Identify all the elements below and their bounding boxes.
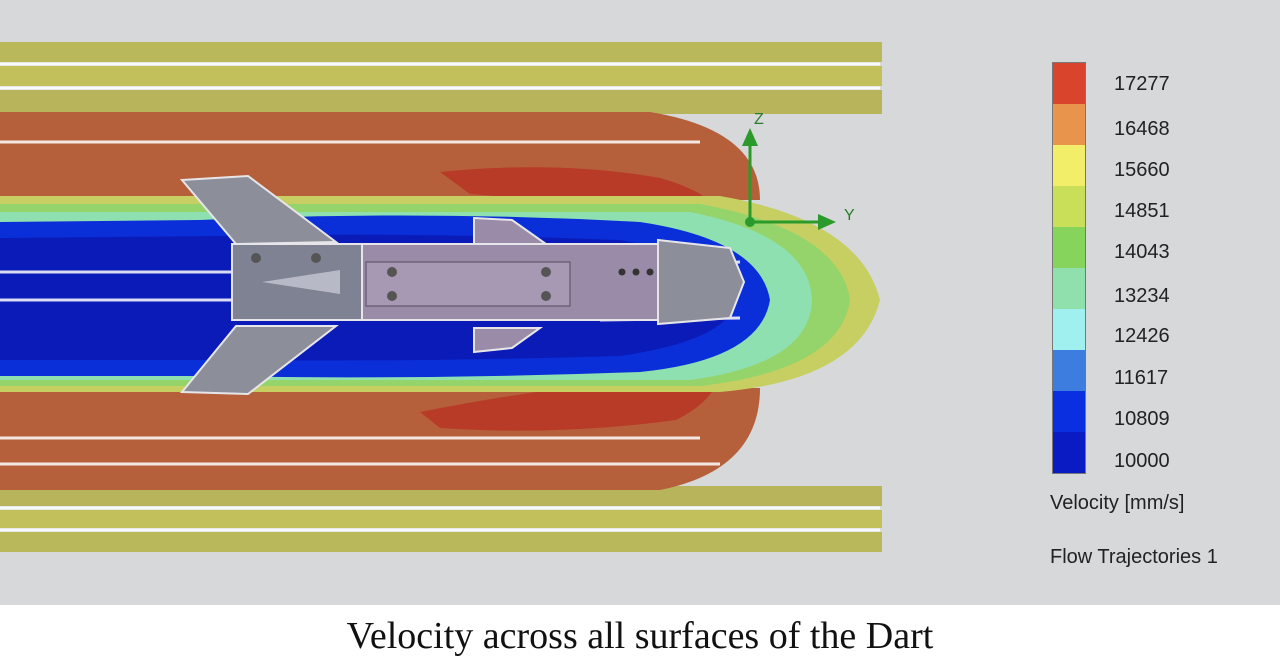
velocity-contour-plot: Z Y [0, 42, 882, 552]
flow-band [0, 532, 882, 552]
legend-swatch [1053, 227, 1085, 268]
legend-swatch [1053, 432, 1085, 473]
flow-trajectories-label: Flow Trajectories 1 [1050, 546, 1218, 568]
bolt-icon [251, 253, 261, 263]
legend-title: Velocity [mm/s] [1050, 492, 1185, 514]
bolt-icon [646, 268, 654, 276]
flow-band [0, 90, 882, 114]
dart-fin-lower [179, 325, 339, 396]
simulation-figure: Z Y 17277 16468 15660 14851 14043 13234 … [0, 0, 1280, 605]
z-axis-arrow-icon [742, 128, 758, 146]
figure-caption: Velocity across all surfaces of the Dart [346, 615, 934, 657]
bolt-icon [618, 268, 626, 276]
dart-payload-bay [365, 261, 571, 307]
dart-fin-upper [179, 174, 339, 246]
y-axis-label: Y [844, 207, 855, 224]
coordinate-triad: Z Y [742, 111, 855, 230]
legend-swatch [1053, 391, 1085, 432]
dart-model [179, 174, 746, 396]
legend-tick-label: 14851 [1114, 200, 1170, 222]
y-axis-arrow-icon [818, 214, 836, 230]
legend-tick-label: 10809 [1114, 408, 1170, 430]
legend-swatch [1053, 268, 1085, 309]
legend-tick-label: 14043 [1114, 241, 1170, 263]
triad-origin-icon [745, 217, 755, 227]
bolt-icon [311, 253, 321, 263]
legend-swatch [1053, 186, 1085, 227]
legend-swatch [1053, 350, 1085, 391]
bolt-icon [632, 268, 640, 276]
dart-nose-cone [657, 238, 746, 326]
legend-color-bar [1052, 62, 1086, 474]
legend-tick-label: 17277 [1114, 73, 1170, 95]
bolt-icon [541, 267, 551, 277]
legend-swatch [1053, 104, 1085, 145]
legend-tick-label: 16468 [1114, 118, 1170, 140]
flow-trajectories [0, 62, 880, 532]
legend-tick-label: 12426 [1114, 325, 1170, 347]
flow-band [0, 66, 882, 86]
legend-swatch [1053, 145, 1085, 186]
velocity-legend: 17277 16468 15660 14851 14043 13234 1242… [1048, 58, 1268, 578]
dart-canard-lower [473, 327, 544, 354]
bolt-icon [541, 291, 551, 301]
legend-tick-label: 13234 [1114, 285, 1170, 307]
legend-tick-label: 15660 [1114, 159, 1170, 181]
bolt-icon [387, 267, 397, 277]
dart-tail-cone [262, 270, 340, 294]
flow-band [0, 486, 882, 506]
bolt-icon [387, 291, 397, 301]
z-axis-label: Z [754, 111, 764, 128]
legend-swatch [1053, 309, 1085, 350]
legend-tick-label: 11617 [1114, 367, 1169, 389]
legend-swatch [1053, 63, 1085, 104]
flow-band [0, 510, 882, 528]
flow-band [0, 42, 882, 62]
legend-tick-label: 10000 [1114, 450, 1170, 472]
